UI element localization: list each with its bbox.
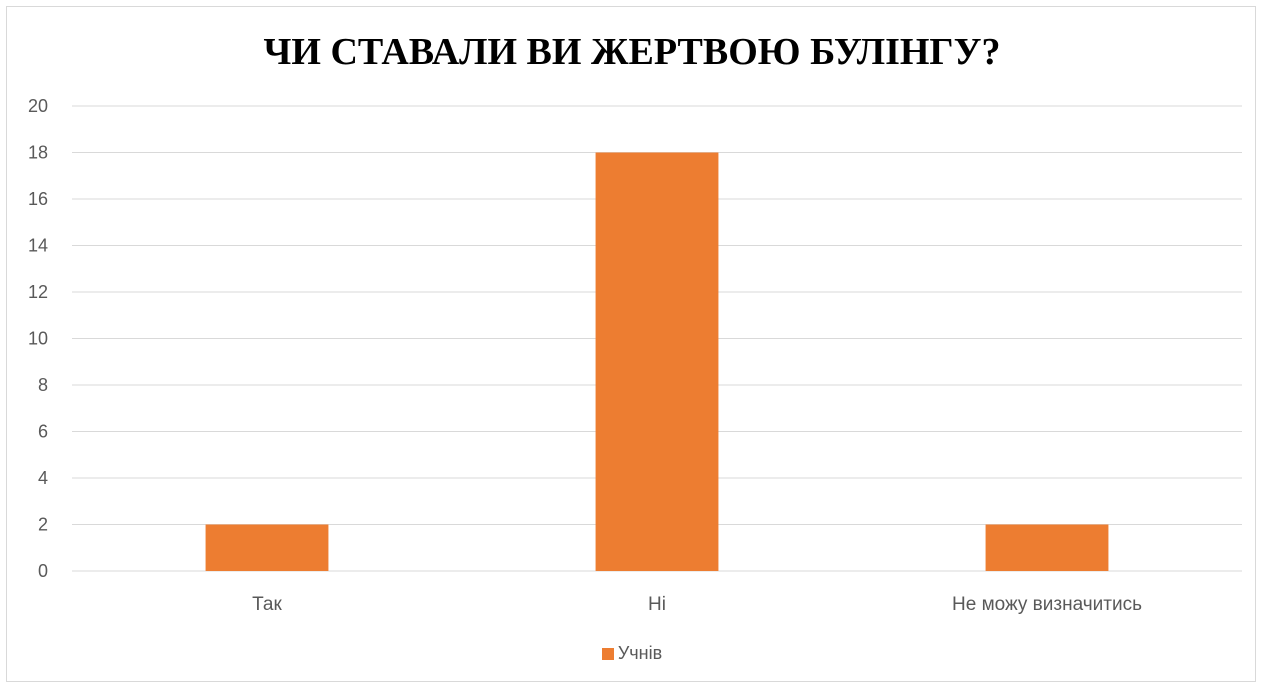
y-tick-label: 14 — [28, 236, 48, 256]
x-axis-category-labels: Так Ні Не можу визначитись — [252, 594, 1142, 615]
x-category-label: Ні — [648, 594, 666, 615]
y-tick-label: 10 — [28, 329, 48, 349]
x-category-label: Так — [252, 594, 282, 615]
y-tick-label: 6 — [38, 422, 48, 442]
y-tick-label: 2 — [38, 515, 48, 535]
y-tick-label: 4 — [38, 468, 48, 488]
legend-label: Учнів — [617, 643, 663, 663]
bar — [595, 152, 719, 571]
chart-title: ЧИ СТАВАЛИ ВИ ЖЕРТВОЮ БУЛІНГУ? — [263, 31, 1001, 73]
y-tick-label: 12 — [28, 282, 48, 302]
legend: Учнів — [0, 643, 1264, 664]
y-axis-tick-labels: 0 2 4 6 8 10 12 14 16 18 20 — [28, 96, 48, 581]
bars — [205, 152, 1109, 571]
y-tick-label: 20 — [28, 96, 48, 116]
bar — [985, 524, 1109, 571]
y-tick-label: 18 — [28, 143, 48, 163]
y-tick-label: 0 — [38, 561, 48, 581]
legend-swatch — [601, 647, 614, 660]
y-tick-label: 16 — [28, 189, 48, 209]
x-category-label: Не можу визначитись — [952, 594, 1142, 615]
bar — [205, 524, 329, 571]
y-tick-label: 8 — [38, 375, 48, 395]
